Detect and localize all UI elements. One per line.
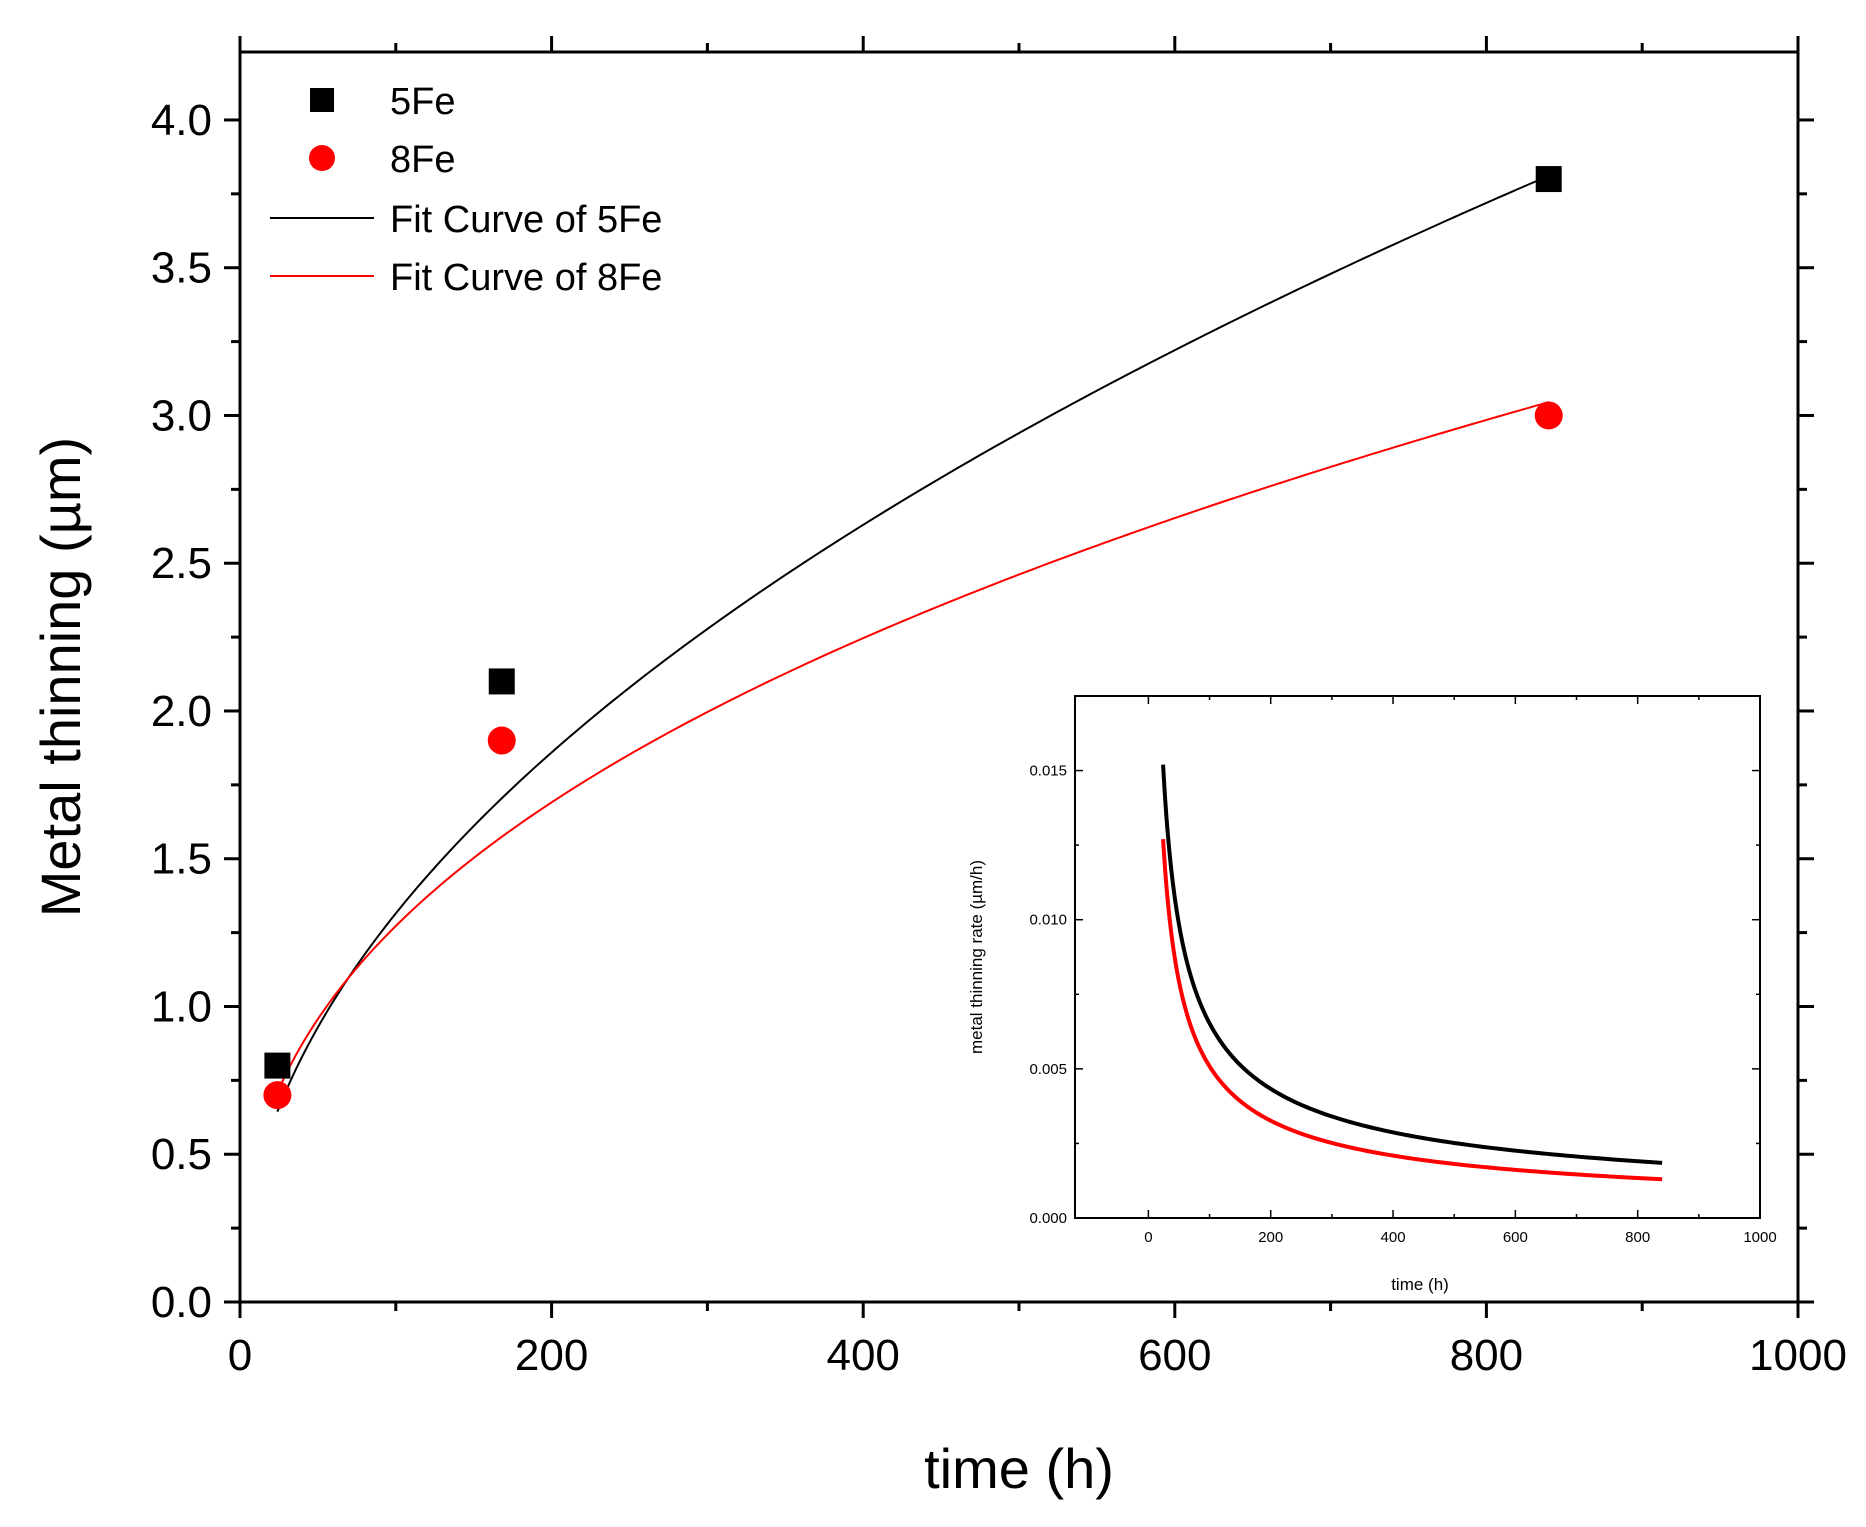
legend-label-8fe: 8Fe bbox=[390, 139, 455, 181]
inset-x-tick-label: 1000 bbox=[1743, 1229, 1776, 1246]
main-y-tick-label: 4.0 bbox=[151, 96, 212, 145]
main-ticks bbox=[224, 36, 1814, 1318]
main-x-tick-label: 800 bbox=[1450, 1331, 1523, 1380]
inset-y-tick-label: 0.005 bbox=[1029, 1061, 1067, 1078]
inset-curve-8fe-rate bbox=[1161, 839, 1663, 1182]
legend: 5Fe 8Fe Fit Curve of 5Fe Fit Curve of 8F… bbox=[270, 81, 662, 299]
inset-y-tick-label: 0.000 bbox=[1029, 1210, 1067, 1227]
fit-curve-fit-curve-of-8fe bbox=[276, 401, 1549, 1093]
inset-rate-curves bbox=[1161, 764, 1663, 1182]
main-x-tick-label: 1000 bbox=[1749, 1331, 1847, 1380]
point-5fe bbox=[264, 1052, 291, 1079]
main-y-tick-label: 1.5 bbox=[151, 835, 212, 884]
inset-x-tick-label: 400 bbox=[1381, 1229, 1406, 1246]
legend-label-fit-8fe: Fit Curve of 8Fe bbox=[390, 257, 662, 299]
point-5fe bbox=[1535, 166, 1562, 193]
main-y-tick-label: 2.5 bbox=[151, 539, 212, 588]
main-x-tick-label: 200 bbox=[515, 1331, 588, 1380]
inset-x-axis-title: time (h) bbox=[1391, 1275, 1449, 1294]
legend-marker-8fe-circle bbox=[309, 145, 335, 171]
inset-ticks bbox=[1075, 695, 1761, 1219]
point-5fe bbox=[488, 668, 515, 695]
inset-y-tick-label: 0.010 bbox=[1029, 912, 1067, 929]
inset-curve-5fe-rate bbox=[1161, 764, 1663, 1165]
point-8fe bbox=[1534, 401, 1563, 430]
main-plot: 0 200 400 600 800 1000 0.0 0.5 1.0 1.5 2.0 2.5 3.0 3.… bbox=[29, 36, 1847, 1500]
main-y-tick-label: 2.0 bbox=[151, 687, 212, 736]
inset-x-tick-label: 0 bbox=[1144, 1229, 1152, 1246]
legend-marker-5fe-square bbox=[310, 88, 334, 112]
inset-x-tick-label: 200 bbox=[1258, 1229, 1283, 1246]
inset-x-tick-label: 800 bbox=[1625, 1229, 1650, 1246]
main-x-tick-label: 400 bbox=[826, 1331, 899, 1380]
main-y-tick-label: 3.0 bbox=[151, 391, 212, 440]
main-tick-labels: 0 200 400 600 800 1000 0.0 0.5 1.0 1.5 2.0 2.5 3.0 3.… bbox=[151, 96, 1847, 1380]
main-x-tick-label: 600 bbox=[1138, 1331, 1211, 1380]
inset-tick-labels: 0 200 400 600 800 1000 0.000 0.005 0.010 0.015 bbox=[1029, 763, 1776, 1246]
main-x-axis-title: time (h) bbox=[924, 1437, 1114, 1500]
main-y-tick-label: 0.5 bbox=[151, 1130, 212, 1179]
main-y-tick-label: 1.0 bbox=[151, 982, 212, 1031]
fit-curve-fit-curve-of-5fe bbox=[276, 174, 1550, 1113]
inset-plot-frame bbox=[1074, 695, 1761, 1219]
main-fit-curves bbox=[276, 174, 1550, 1113]
inset-x-tick-label: 600 bbox=[1503, 1229, 1528, 1246]
main-y-axis-title: Metal thinning (µm) bbox=[29, 437, 92, 917]
inset-y-axis-title: metal thinning rate (µm/h) bbox=[967, 860, 986, 1054]
legend-label-fit-5fe: Fit Curve of 5Fe bbox=[390, 199, 662, 241]
main-y-tick-label: 3.5 bbox=[151, 244, 212, 293]
inset-y-tick-label: 0.015 bbox=[1029, 763, 1067, 780]
inset-plot: 0 200 400 600 800 1000 0.000 0.005 0.010 0.015 ti… bbox=[967, 695, 1777, 1294]
point-8fe bbox=[487, 726, 516, 755]
legend-label-5fe: 5Fe bbox=[390, 81, 455, 123]
main-data-points bbox=[263, 166, 1563, 1110]
point-8fe bbox=[263, 1081, 292, 1110]
main-y-tick-label: 0.0 bbox=[151, 1278, 212, 1327]
main-x-tick-label: 0 bbox=[228, 1331, 252, 1380]
